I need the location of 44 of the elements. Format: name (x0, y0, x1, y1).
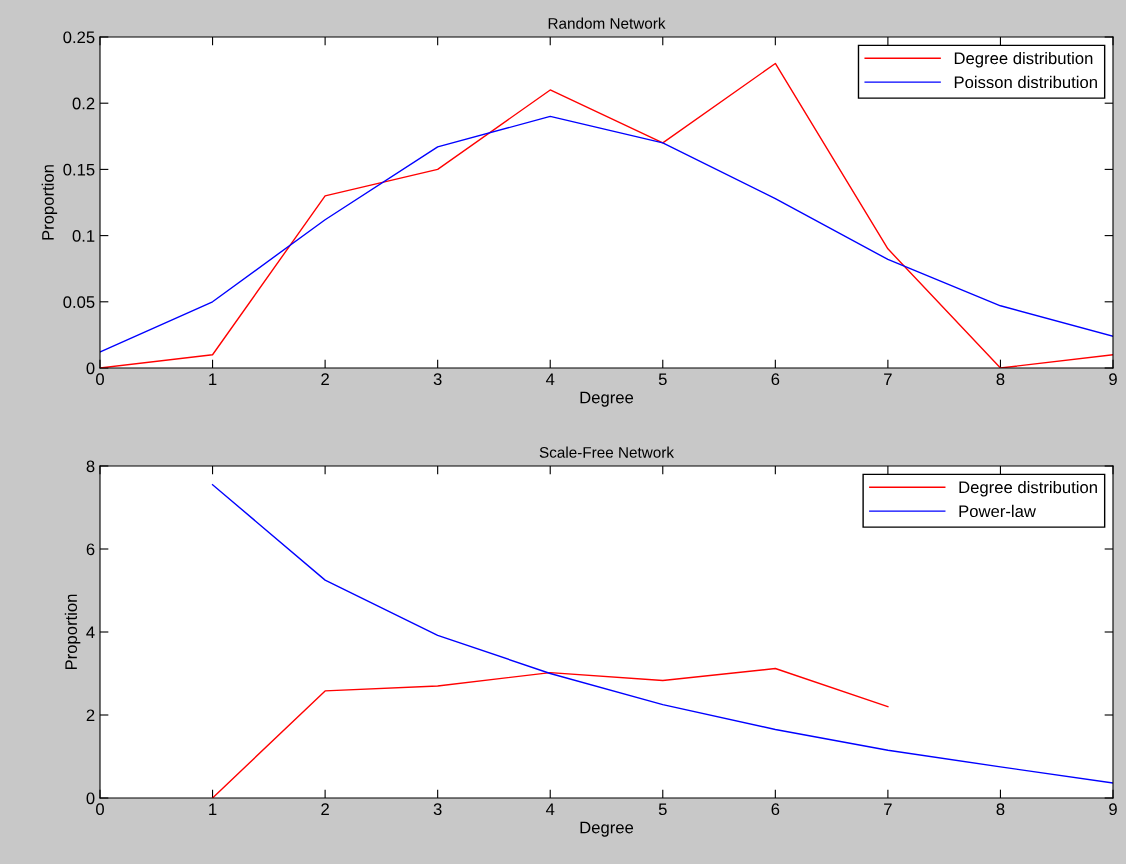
x-axis-title: Degree (580, 391, 634, 407)
y-tick-label: 0.05 (63, 296, 95, 308)
legend-label: Degree distribution (959, 481, 1097, 497)
chart-title: Scale-Free Network (539, 446, 675, 458)
legend-label: Degree distribution (954, 52, 1093, 68)
y-tick-label: 0.15 (63, 163, 95, 176)
x-tick-label: 1 (209, 373, 217, 385)
x-tick-label: 3 (433, 803, 442, 816)
line-series (211, 667, 889, 798)
x-tick-label: 5 (658, 803, 667, 816)
y-axis-title: Proportion (41, 165, 58, 240)
x-tick-label: 9 (1109, 373, 1117, 386)
y-tick-label: 0.25 (63, 31, 95, 44)
x-tick-label: 6 (771, 373, 780, 386)
x-tick-label: 2 (321, 803, 329, 815)
x-tick-label: 3 (433, 373, 442, 386)
x-tick-label: 0 (96, 373, 104, 386)
legend-label: Poisson distribution (954, 75, 1097, 89)
line-series (211, 483, 1113, 784)
x-tick-label: 8 (996, 803, 1005, 816)
x-tick-label: 7 (884, 803, 892, 815)
y-tick-label: 6 (86, 543, 95, 556)
y-tick-label: 0 (86, 362, 95, 375)
x-tick-label: 1 (209, 803, 217, 815)
x-axis-title: Degree (580, 821, 634, 837)
x-tick-label: 4 (545, 803, 555, 815)
x-tick-label: 5 (658, 373, 667, 386)
x-tick-label: 4 (545, 373, 555, 385)
y-tick-label: 0 (86, 792, 95, 805)
y-tick-label: 4 (86, 626, 95, 639)
x-tick-label: 2 (321, 373, 329, 385)
x-tick-label: 8 (996, 373, 1005, 386)
y-tick-label: 2 (86, 709, 95, 722)
x-tick-label: 7 (884, 373, 892, 385)
y-tick-label: 8 (86, 460, 95, 473)
y-tick-label: 0.2 (72, 97, 95, 110)
x-tick-label: 0 (96, 803, 104, 816)
chart-title: Random Network (548, 17, 666, 29)
y-axis-title: Proportion (64, 594, 81, 670)
x-tick-label: 6 (771, 803, 780, 816)
y-tick-label: 0.1 (72, 230, 95, 242)
line-series (100, 115, 1113, 353)
legend-label: Power-law (959, 504, 1036, 518)
x-tick-label: 9 (1109, 803, 1117, 816)
